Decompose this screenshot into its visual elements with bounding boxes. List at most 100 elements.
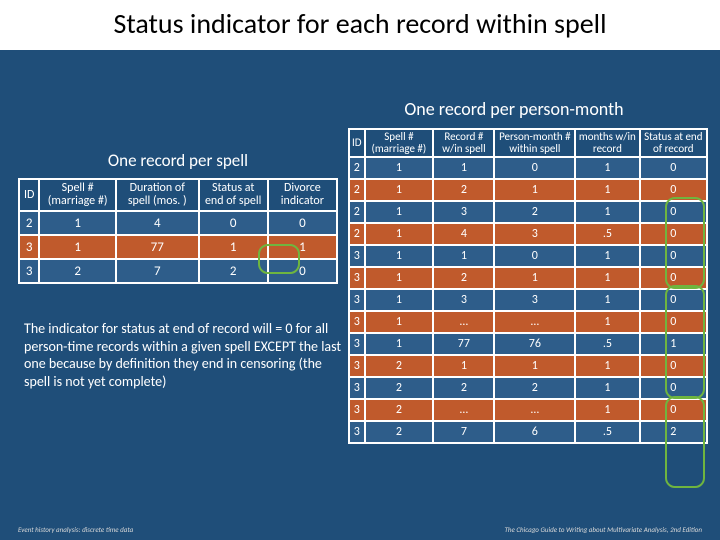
- cell: 3: [433, 289, 494, 311]
- cell: 3: [349, 377, 365, 399]
- cell: 0: [268, 211, 337, 235]
- col-header: Status at end of record: [640, 129, 707, 157]
- col-header: Spell # (marriage #): [39, 179, 115, 211]
- cell: 0: [268, 259, 337, 283]
- table-row: 21400: [19, 211, 337, 235]
- table-row: 311010: [349, 245, 707, 267]
- cell: 1: [365, 245, 434, 267]
- cell: 0: [640, 201, 707, 223]
- cell: …: [433, 399, 494, 421]
- cell: 77: [116, 235, 199, 259]
- cell: 3: [494, 223, 575, 245]
- cell: 1: [433, 245, 494, 267]
- col-header: Divorce indicator: [268, 179, 337, 211]
- cell: 2: [365, 355, 434, 377]
- cell: 2: [19, 211, 39, 235]
- cell: 0: [640, 267, 707, 289]
- cell: …: [494, 311, 575, 333]
- cell: 1: [365, 157, 434, 179]
- cell: 1: [494, 355, 575, 377]
- cell: 3: [349, 289, 365, 311]
- cell: 3: [349, 421, 365, 443]
- table-row: 313310: [349, 289, 707, 311]
- table-row: 31……10: [349, 311, 707, 333]
- col-header: Status at end of spell: [199, 179, 268, 211]
- cell: 1: [365, 267, 434, 289]
- cell: 2: [640, 421, 707, 443]
- table-row: 312110: [349, 267, 707, 289]
- cell: 7: [116, 259, 199, 283]
- cell: 0: [640, 399, 707, 421]
- cell: 2: [199, 259, 268, 283]
- cell: 2: [433, 179, 494, 201]
- col-header: months w/in record: [575, 129, 639, 157]
- cell: 1: [39, 211, 115, 235]
- cell: 3: [349, 399, 365, 421]
- title-band: Status indicator for each record within …: [0, 0, 720, 50]
- subtitle-right: One record per person-month: [334, 98, 694, 120]
- cell: 3: [349, 267, 365, 289]
- footer-left: Event history analysis: discrete time da…: [18, 525, 133, 534]
- cell: .5: [575, 223, 639, 245]
- cell: 2: [349, 201, 365, 223]
- cell: 1: [494, 267, 575, 289]
- cell: 0: [199, 211, 268, 235]
- cell: 0: [640, 311, 707, 333]
- cell: 1: [268, 235, 337, 259]
- cell: 3: [349, 355, 365, 377]
- cell: …: [433, 311, 494, 333]
- cell: 0: [640, 245, 707, 267]
- cell: .5: [575, 421, 639, 443]
- table-left: IDSpell # (marriage #)Duration of spell …: [18, 178, 338, 284]
- cell: 1: [640, 333, 707, 355]
- cell: 2: [365, 377, 434, 399]
- cell: 0: [494, 245, 575, 267]
- col-header: ID: [19, 179, 39, 211]
- cell: 0: [640, 179, 707, 201]
- cell: 1: [575, 201, 639, 223]
- cell: 1: [365, 333, 434, 355]
- cell: 2: [349, 179, 365, 201]
- cell: 1: [199, 235, 268, 259]
- cell: 2: [365, 421, 434, 443]
- cell: 3: [433, 201, 494, 223]
- cell: 1: [365, 179, 434, 201]
- cell: 4: [433, 223, 494, 245]
- cell: 1: [575, 399, 639, 421]
- cell: 1: [575, 289, 639, 311]
- cell: 1: [39, 235, 115, 259]
- table-row: 322210: [349, 377, 707, 399]
- table-row: 317776.51: [349, 333, 707, 355]
- cell: 1: [575, 179, 639, 201]
- cell: 1: [494, 179, 575, 201]
- table-row: 213210: [349, 201, 707, 223]
- cell: 3: [494, 289, 575, 311]
- cell: 0: [640, 289, 707, 311]
- cell: 2: [433, 267, 494, 289]
- cell: 3: [349, 333, 365, 355]
- footer-right: The Chicago Guide to Writing about Multi…: [504, 525, 702, 534]
- cell: 7: [433, 421, 494, 443]
- cell: 2: [433, 377, 494, 399]
- cell: 2: [494, 377, 575, 399]
- cell: 2: [349, 157, 365, 179]
- table-row: 32……10: [349, 399, 707, 421]
- cell: 3: [349, 311, 365, 333]
- cell: 1: [575, 355, 639, 377]
- cell: 3: [349, 245, 365, 267]
- subtitle-left: One record per spell: [38, 150, 318, 171]
- table-row: 211010: [349, 157, 707, 179]
- cell: 2: [494, 201, 575, 223]
- cell: 1: [575, 157, 639, 179]
- col-header: Spell # (marriage #): [365, 129, 434, 157]
- cell: 77: [433, 333, 494, 355]
- cell: 1: [365, 201, 434, 223]
- cell: 0: [640, 355, 707, 377]
- table-row: 321110: [349, 355, 707, 377]
- cell: …: [494, 399, 575, 421]
- cell: .5: [575, 333, 639, 355]
- cell: 0: [640, 377, 707, 399]
- col-header: Duration of spell (mos. ): [116, 179, 199, 211]
- table-row: 32720: [19, 259, 337, 283]
- cell: 2: [349, 223, 365, 245]
